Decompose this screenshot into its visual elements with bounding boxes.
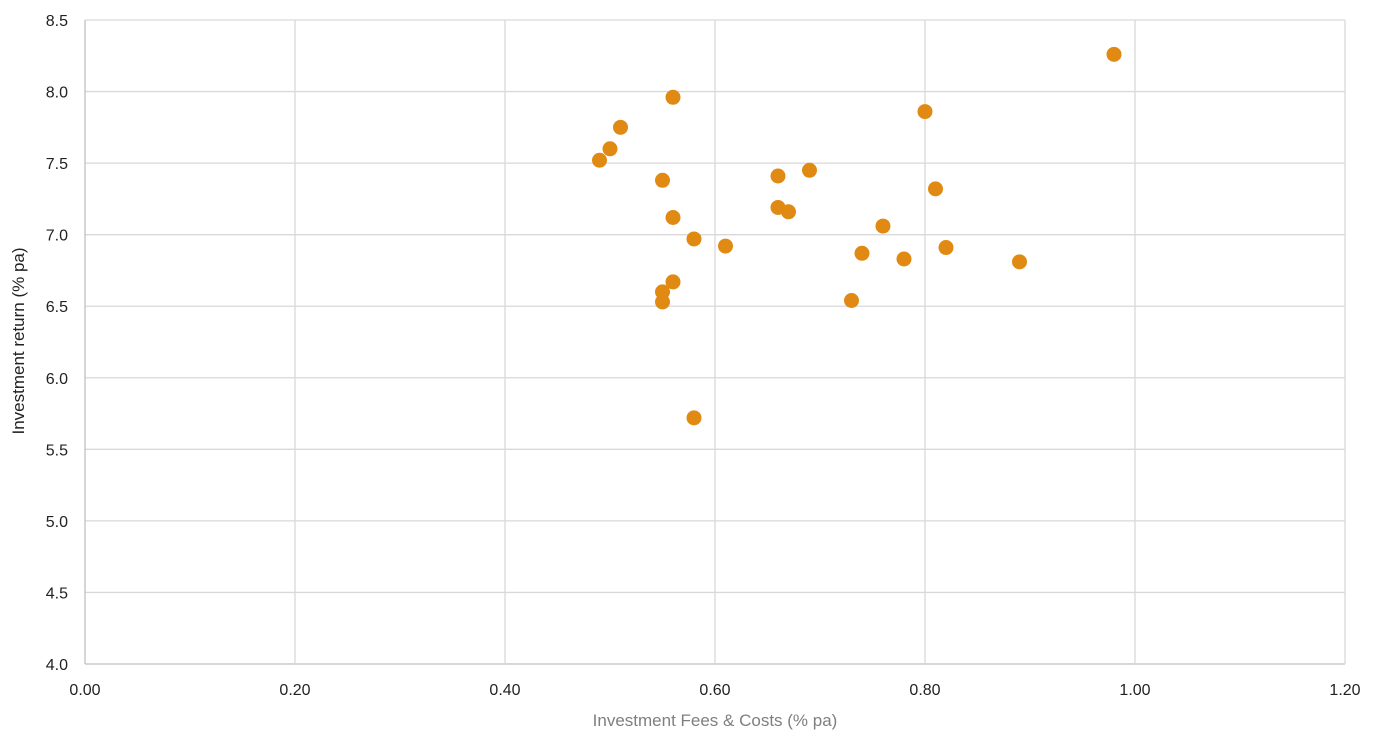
y-tick-label: 4.5 [46, 585, 68, 602]
x-tick-label: 0.20 [279, 682, 310, 699]
data-point [938, 240, 954, 256]
data-point [655, 294, 670, 310]
data-point [875, 218, 891, 234]
data-point [665, 274, 681, 290]
x-tick-label: 0.60 [699, 682, 730, 699]
y-tick-label: 8.0 [46, 85, 68, 102]
data-point [896, 251, 912, 267]
y-tick-label: 8.5 [46, 13, 68, 30]
data-points [592, 46, 1122, 426]
data-point [613, 119, 628, 135]
y-tick-label: 5.5 [46, 442, 68, 459]
y-tick-label: 7.0 [46, 228, 68, 245]
x-tick-label: 0.40 [489, 682, 520, 699]
data-point [718, 238, 733, 254]
data-point [802, 162, 817, 178]
data-point [655, 172, 670, 188]
data-point [854, 245, 870, 261]
data-point [1012, 254, 1027, 270]
data-point [1106, 46, 1122, 62]
y-tick-labels: 4.0 4.5 5.0 5.5 6.0 6.5 7.0 7.5 8.0 8.5 [46, 13, 68, 674]
x-tick-label: 0.00 [69, 682, 100, 699]
data-point [770, 168, 786, 184]
x-axis-title: Investment Fees & Costs (% pa) [593, 711, 838, 730]
x-tick-label: 0.80 [909, 682, 940, 699]
data-point [592, 152, 607, 168]
y-axis-title: Investment return (% pa) [9, 247, 28, 434]
y-tick-label: 7.5 [46, 156, 68, 173]
y-tick-label: 6.5 [46, 299, 68, 316]
data-point [928, 181, 943, 197]
x-tick-label: 1.00 [1119, 682, 1150, 699]
y-tick-label: 4.0 [46, 657, 68, 674]
data-point [781, 204, 796, 220]
x-tick-labels: 0.00 0.20 0.40 0.60 0.80 1.00 1.20 [69, 682, 1360, 699]
gridlines [84, 19, 1346, 665]
y-tick-label: 5.0 [46, 514, 68, 531]
y-tick-label: 6.0 [46, 371, 68, 388]
data-point [665, 89, 681, 105]
data-point [844, 292, 859, 308]
data-point [686, 410, 702, 426]
x-tick-label: 1.20 [1329, 682, 1360, 699]
data-point [686, 231, 702, 247]
data-point [917, 104, 933, 120]
data-point [665, 209, 681, 225]
data-point [602, 141, 618, 157]
